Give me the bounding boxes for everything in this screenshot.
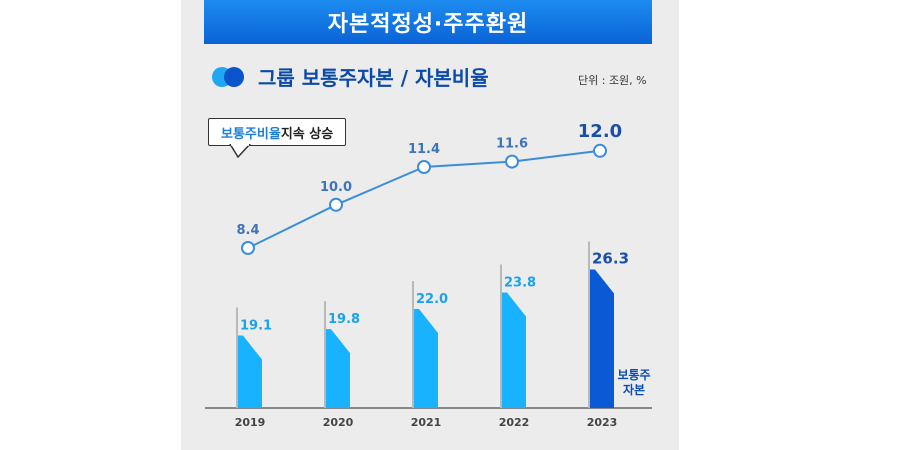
line-label-2019: 8.4	[236, 223, 259, 238]
line-point-2021	[417, 160, 431, 174]
bar-guide	[588, 241, 590, 408]
bar-series-label-line1: 보통주	[617, 368, 651, 382]
unit-label: 단위 : 조원, %	[578, 74, 647, 87]
bar-label-2021: 22.0	[416, 292, 448, 307]
year-label-2021: 2021	[410, 416, 442, 429]
line-label-2021: 11.4	[408, 142, 440, 157]
bar-2019	[238, 335, 262, 408]
callout-tail	[229, 144, 252, 158]
page-title: 자본적정성·주주환원	[204, 0, 652, 44]
bar-guide	[500, 264, 502, 408]
year-label-2020: 2020	[322, 416, 354, 429]
bar-2022	[502, 292, 526, 408]
bar-guide	[324, 301, 326, 408]
bar-label-2023: 26.3	[592, 250, 629, 268]
callout-rest: 지속 상승	[280, 126, 334, 142]
bar-2021	[414, 308, 438, 408]
line-point-2022	[505, 154, 519, 169]
year-label-2019: 2019	[234, 416, 266, 429]
line-point-2020	[329, 197, 343, 212]
bar-2020	[326, 329, 350, 408]
bar-guide	[236, 307, 238, 408]
line-label-2022: 11.6	[496, 137, 528, 152]
bar-2023	[590, 269, 614, 408]
year-label-2022: 2022	[498, 416, 530, 429]
legend-dots-icon	[212, 67, 246, 87]
line-label-2020: 10.0	[320, 180, 352, 195]
bar-series-label-line2: 자본	[622, 383, 646, 397]
chart-title: 그룹 보통주자본 / 자본비율	[258, 66, 489, 90]
bar-label-2020: 19.8	[328, 312, 360, 327]
bar-label-2019: 19.1	[240, 319, 272, 334]
legend-dot-dark	[224, 67, 244, 87]
bar-guide	[412, 280, 414, 408]
bar-label-2022: 23.8	[504, 275, 536, 290]
year-label-2023: 2023	[586, 416, 618, 429]
callout-box: 보통주비율 지속 상승	[208, 118, 347, 146]
line-label-2023: 12.0	[578, 121, 622, 142]
line-point-2019	[241, 241, 255, 255]
line-point-2023	[593, 143, 607, 158]
bar-series-label: 보통주 자본	[614, 368, 654, 398]
callout-highlight: 보통주비율	[221, 126, 281, 142]
